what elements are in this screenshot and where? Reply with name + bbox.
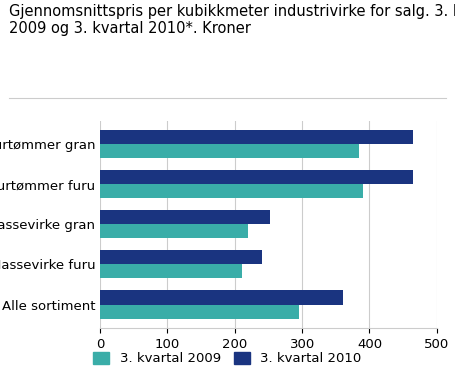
Bar <box>100 184 363 198</box>
Bar <box>100 291 343 305</box>
Bar <box>100 224 248 238</box>
Bar <box>100 144 359 158</box>
Bar <box>100 210 270 224</box>
Legend: 3. kvartal 2009, 3. kvartal 2010: 3. kvartal 2009, 3. kvartal 2010 <box>88 346 367 371</box>
Bar <box>100 250 262 264</box>
Bar <box>100 264 242 279</box>
Bar <box>100 170 413 184</box>
Text: Gjennomsnittspris per kubikkmeter industrivirke for salg. 3. kvartal
2009 og 3. : Gjennomsnittspris per kubikkmeter indust… <box>9 4 455 36</box>
Bar <box>100 305 299 319</box>
Bar <box>100 130 413 144</box>
